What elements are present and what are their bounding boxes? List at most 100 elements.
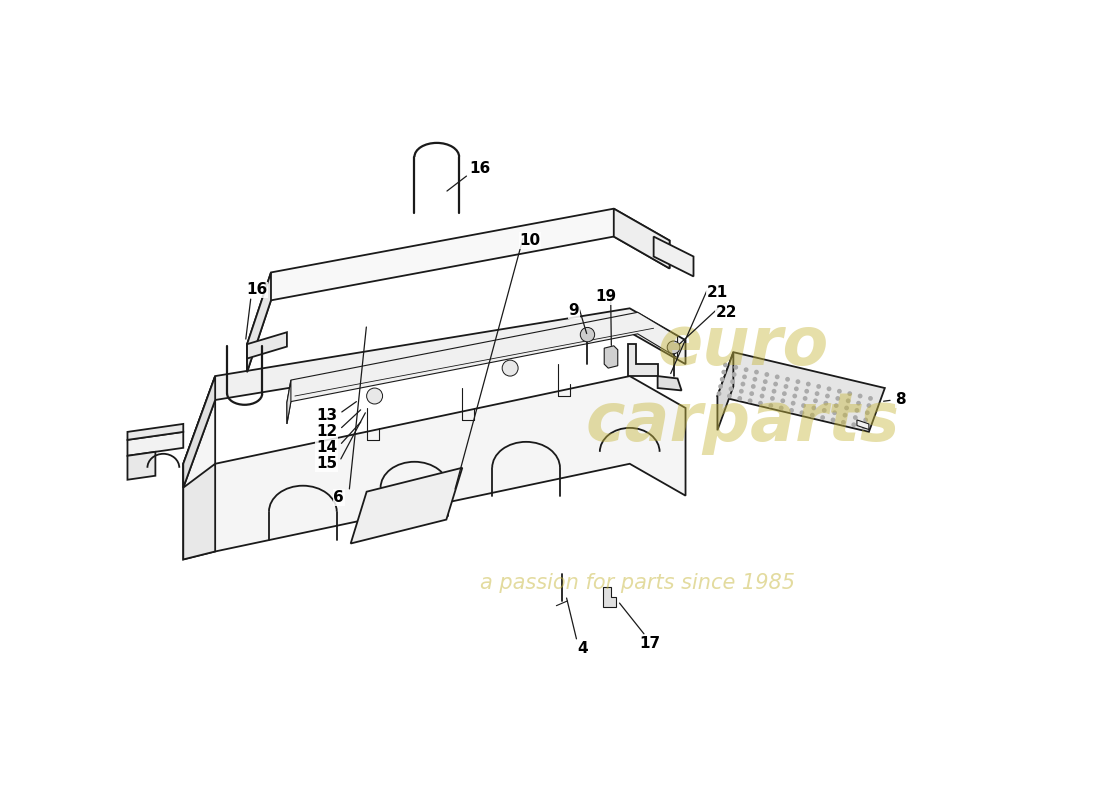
- Circle shape: [751, 384, 756, 389]
- Polygon shape: [287, 380, 290, 424]
- Circle shape: [789, 408, 794, 413]
- Polygon shape: [604, 346, 618, 368]
- Polygon shape: [717, 352, 884, 432]
- Circle shape: [734, 365, 738, 370]
- Circle shape: [795, 379, 801, 384]
- Circle shape: [833, 410, 837, 415]
- Polygon shape: [128, 424, 184, 440]
- Circle shape: [792, 394, 798, 398]
- Circle shape: [771, 389, 777, 394]
- Circle shape: [821, 415, 825, 420]
- Text: 19: 19: [595, 289, 616, 304]
- Circle shape: [742, 374, 747, 379]
- Circle shape: [780, 398, 785, 403]
- Text: 8: 8: [895, 393, 906, 407]
- Text: 16: 16: [470, 162, 491, 176]
- Circle shape: [730, 379, 735, 384]
- Circle shape: [737, 396, 742, 401]
- Circle shape: [769, 403, 773, 408]
- Polygon shape: [717, 352, 734, 430]
- Circle shape: [846, 398, 850, 403]
- Circle shape: [764, 372, 769, 377]
- Text: a passion for parts since 1985: a passion for parts since 1985: [481, 574, 795, 594]
- Circle shape: [847, 391, 852, 396]
- Circle shape: [856, 401, 861, 406]
- Circle shape: [728, 386, 734, 391]
- Circle shape: [668, 341, 680, 354]
- Text: 16: 16: [246, 282, 267, 298]
- Circle shape: [835, 396, 840, 401]
- Polygon shape: [128, 452, 155, 480]
- Circle shape: [806, 382, 811, 386]
- Circle shape: [770, 396, 774, 401]
- Circle shape: [722, 370, 726, 374]
- Circle shape: [774, 374, 780, 379]
- Polygon shape: [628, 344, 658, 376]
- Circle shape: [791, 401, 795, 406]
- Circle shape: [813, 398, 818, 403]
- Text: euro
carparts: euro carparts: [585, 313, 900, 455]
- Circle shape: [773, 382, 778, 386]
- Circle shape: [837, 389, 842, 394]
- Circle shape: [366, 388, 383, 404]
- Circle shape: [834, 403, 838, 408]
- Circle shape: [851, 422, 856, 427]
- Circle shape: [800, 410, 804, 415]
- Circle shape: [716, 391, 722, 396]
- Circle shape: [719, 377, 725, 382]
- Polygon shape: [287, 312, 678, 424]
- Circle shape: [748, 398, 752, 403]
- Circle shape: [581, 327, 595, 342]
- Circle shape: [727, 394, 732, 398]
- Polygon shape: [653, 237, 693, 277]
- Circle shape: [843, 413, 847, 418]
- Circle shape: [830, 418, 835, 422]
- Circle shape: [865, 410, 870, 415]
- Circle shape: [842, 420, 846, 425]
- Circle shape: [749, 391, 755, 396]
- Circle shape: [718, 384, 723, 389]
- Polygon shape: [857, 420, 869, 430]
- Circle shape: [758, 401, 763, 406]
- Polygon shape: [658, 376, 682, 390]
- Circle shape: [503, 360, 518, 376]
- Text: 14: 14: [316, 440, 338, 455]
- Circle shape: [815, 391, 820, 396]
- Circle shape: [744, 367, 748, 372]
- Text: 10: 10: [519, 233, 540, 248]
- Circle shape: [804, 389, 810, 394]
- Circle shape: [826, 386, 832, 391]
- Circle shape: [816, 384, 821, 389]
- Polygon shape: [351, 468, 462, 543]
- Circle shape: [822, 408, 826, 413]
- Text: 9: 9: [569, 303, 580, 318]
- Circle shape: [782, 391, 786, 396]
- Polygon shape: [248, 209, 670, 372]
- Circle shape: [825, 394, 829, 398]
- Circle shape: [812, 406, 816, 410]
- Text: 22: 22: [716, 305, 738, 320]
- Circle shape: [755, 370, 759, 374]
- Circle shape: [864, 418, 868, 422]
- Text: 21: 21: [707, 285, 728, 300]
- Circle shape: [723, 362, 728, 367]
- Polygon shape: [248, 332, 287, 358]
- Text: 13: 13: [316, 409, 338, 423]
- Circle shape: [739, 389, 744, 394]
- Circle shape: [824, 401, 828, 406]
- Polygon shape: [248, 273, 271, 372]
- Circle shape: [801, 403, 806, 408]
- Circle shape: [858, 394, 862, 398]
- Circle shape: [785, 377, 790, 382]
- Circle shape: [752, 377, 757, 382]
- Circle shape: [810, 413, 815, 418]
- Circle shape: [761, 386, 766, 391]
- Circle shape: [861, 425, 867, 430]
- Polygon shape: [184, 308, 685, 488]
- Polygon shape: [184, 376, 216, 488]
- Circle shape: [867, 403, 871, 408]
- Text: 12: 12: [316, 424, 338, 439]
- Circle shape: [779, 406, 783, 410]
- Circle shape: [760, 394, 764, 398]
- Text: 17: 17: [639, 636, 660, 650]
